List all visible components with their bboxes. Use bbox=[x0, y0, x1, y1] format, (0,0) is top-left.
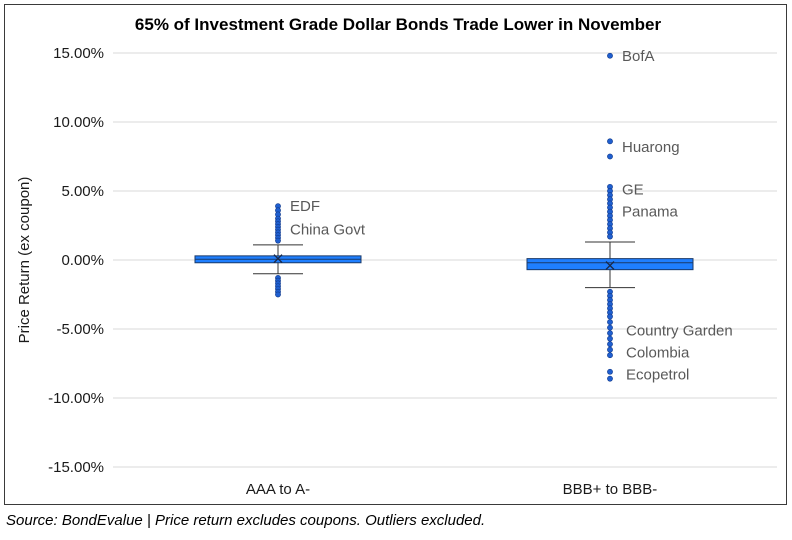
y-tick-label: -10.00% bbox=[48, 390, 104, 407]
y-tick-label: -15.00% bbox=[48, 459, 104, 476]
y-tick-label: 5.00% bbox=[61, 183, 104, 200]
mean-marker bbox=[605, 261, 615, 270]
x-category-label: BBB+ to BBB- bbox=[563, 481, 658, 498]
box bbox=[526, 258, 694, 271]
outlier-point bbox=[607, 335, 613, 342]
outlier-point bbox=[607, 330, 613, 337]
outlier-point bbox=[607, 346, 613, 353]
outlier-point bbox=[607, 138, 613, 145]
annotation-label: BofA bbox=[622, 48, 655, 65]
y-axis-label: Price Return (ex coupon) bbox=[16, 177, 33, 344]
annotation-layer: EDF China Govt BofA Huarong GE Panama Country … bbox=[290, 48, 733, 384]
outlier-point bbox=[607, 313, 613, 320]
outlier-point bbox=[607, 233, 613, 240]
outlier-point bbox=[275, 237, 281, 244]
outlier-point bbox=[607, 368, 613, 375]
x-category-label: AAA to A- bbox=[246, 481, 310, 498]
outlier-point bbox=[607, 352, 613, 359]
outlier-point bbox=[607, 375, 613, 382]
category-labels: AAA to A- BBB+ to BBB- bbox=[246, 481, 657, 498]
y-tick-labels: 15.00% 10.00% 5.00% 0.00% -5.00% -10.00% -15.0… bbox=[48, 45, 104, 476]
chart-frame bbox=[4, 4, 787, 505]
outlier-point bbox=[607, 153, 613, 160]
annotation-label: Huarong bbox=[622, 139, 680, 156]
source-note: Source: BondEvalue | Price return exclud… bbox=[6, 512, 486, 529]
annotation-label: GE bbox=[622, 182, 644, 199]
outlier-layer bbox=[275, 52, 613, 382]
annotation-label: Ecopetrol bbox=[626, 367, 689, 384]
outlier-point bbox=[607, 319, 613, 325]
outlier-point bbox=[607, 52, 613, 59]
chart-title: 65% of Investment Grade Dollar Bonds Tra… bbox=[135, 15, 662, 34]
annotation-label: Panama bbox=[622, 204, 679, 221]
box-layer bbox=[194, 241, 694, 289]
y-tick-label: 0.00% bbox=[61, 252, 104, 269]
annotation-label: China Govt bbox=[290, 222, 366, 239]
y-tick-label: -5.00% bbox=[56, 321, 104, 338]
annotation-label: Colombia bbox=[626, 344, 690, 361]
annotation-label: EDF bbox=[290, 198, 320, 215]
y-tick-label: 10.00% bbox=[53, 114, 104, 131]
outlier-point bbox=[607, 324, 613, 331]
annotation-label: Country Garden bbox=[626, 322, 733, 339]
box-plot-chart: 65% of Investment Grade Dollar Bonds Tra… bbox=[16, 15, 777, 498]
outlier-point bbox=[607, 341, 613, 348]
y-tick-label: 15.00% bbox=[53, 45, 104, 62]
outlier-point bbox=[275, 291, 281, 298]
mean-marker bbox=[273, 254, 283, 264]
